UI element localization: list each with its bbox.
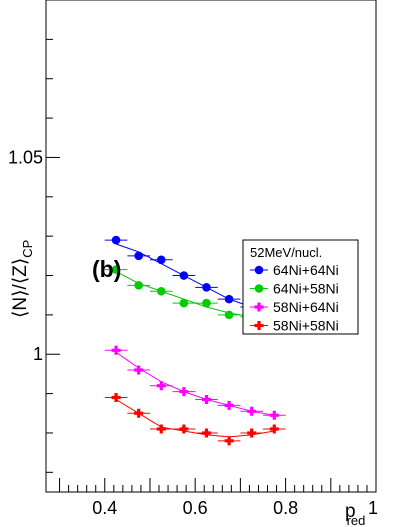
data-point [134,365,144,375]
data-point [224,310,234,320]
data-point [247,406,257,416]
data-point [202,283,211,292]
x-axis-label-subscript: red [347,513,366,527]
legend-label: 58Ni+58Ni [273,318,339,334]
y-axis-label-main: ⟨N⟩/⟨Z⟩ [10,258,31,318]
data-point [156,424,166,434]
y-tick-label: 1.05 [8,147,43,167]
data-point [201,428,211,438]
x-tick-label: 0.8 [273,498,298,518]
data-point [224,436,234,446]
data-point [134,251,143,261]
data-points [104,235,286,446]
fit-line-3 [115,399,275,438]
data-point [111,265,121,274]
x-axis-label: pred [345,501,365,527]
legend-entries: 64Ni+64Ni 64Ni+58Ni 58Ni+64Ni 58Ni+58Ni [250,262,339,334]
legend-marker [254,302,264,312]
data-point [111,345,121,355]
legend-label: 58Ni+64Ni [273,299,339,315]
y-tick-label: 1 [33,344,43,364]
legend-marker [254,284,264,293]
axis-ticks: 0.4 0.6 0.8 1 1 1.05 [8,38,378,518]
data-point [269,410,279,420]
data-point [224,294,234,304]
data-point [202,298,211,308]
data-point [179,298,189,308]
y-axis-label-subscript: CP [20,240,35,258]
data-point [156,255,166,265]
data-point [224,400,234,410]
data-point [179,424,189,434]
x-tick-label: 0.6 [183,498,208,518]
data-point [179,387,189,397]
panel-label: (b) [92,256,121,282]
data-point [269,424,279,434]
data-point [134,281,143,290]
legend-label: 64Ni+64Ni [273,262,339,278]
data-point [134,408,144,418]
legend-label: 64Ni+58Ni [273,281,339,297]
plot-frame [45,0,377,493]
legend-marker [254,265,264,275]
data-point [179,271,189,280]
x-tick-label: 1 [368,498,378,518]
data-point [156,381,166,391]
data-point [156,286,166,296]
data-point [247,428,257,438]
data-point [201,395,211,405]
data-point [111,235,121,245]
fit-line-2 [115,351,275,416]
y-axis-label: ⟨N⟩/⟨Z⟩CP [10,240,35,318]
x-tick-label: 0.4 [92,498,117,518]
legend-title: 52MeV/nucl. [250,245,322,260]
data-point [111,393,121,403]
legend-marker [254,321,264,330]
legend: 52MeV/nucl. 64Ni+64Ni 64Ni+58Ni 58Ni+64Ni 5… [242,239,359,335]
x-axis-label-main: p [345,501,356,522]
